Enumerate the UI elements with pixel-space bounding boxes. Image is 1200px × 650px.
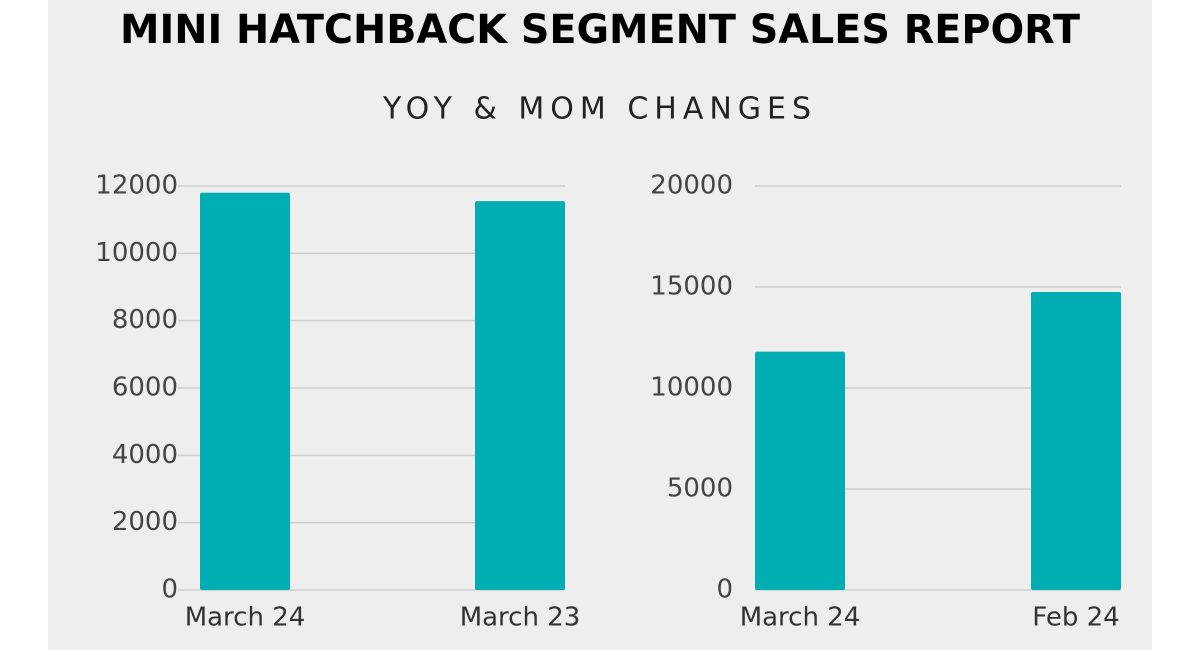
bar [755,351,845,590]
y-tick-label: 10000 [650,373,733,403]
x-tick-label: Feb 24 [1032,603,1119,633]
y-tick-label: 2000 [112,507,178,537]
y-tick-label: 10000 [95,238,178,268]
y-tick-label: 12000 [95,171,178,201]
y-tick-label: 5000 [667,474,733,504]
y-tick-label: 4000 [112,440,178,470]
y-tick-label: 8000 [112,305,178,335]
y-tick-label: 0 [716,575,733,605]
bar [200,192,290,590]
chart-title: MINI HATCHBACK SEGMENT SALES REPORT [120,7,1081,53]
x-tick-label: March 23 [460,603,581,633]
bar [475,201,565,590]
x-tick-label: March 24 [740,603,861,633]
y-tick-label: 20000 [650,171,733,201]
chart-subtitle: YOY & MOM CHANGES [382,92,817,127]
y-tick-label: 0 [161,575,178,605]
y-tick-label: 15000 [650,272,733,302]
y-tick-label: 6000 [112,373,178,403]
bar [1031,292,1121,590]
x-tick-label: March 24 [185,603,306,633]
